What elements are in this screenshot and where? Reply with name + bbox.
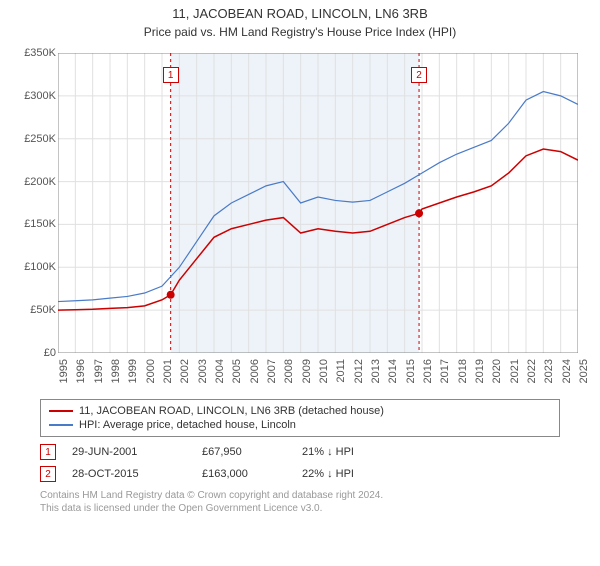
x-axis-label: 2025: [578, 359, 590, 383]
marker-table-row: 2 28-OCT-2015£163,00022% ↓ HPI: [40, 463, 560, 485]
x-axis-label: 2003: [197, 359, 209, 383]
legend-swatch: [49, 424, 73, 426]
x-axis-label: 2020: [491, 359, 503, 383]
x-axis-label: 2009: [301, 359, 313, 383]
x-axis-label: 1995: [58, 359, 70, 383]
marker-pct: 22% ↓ HPI: [302, 468, 392, 480]
x-axis-label: 2008: [283, 359, 295, 383]
footer-line1: Contains HM Land Registry data © Crown c…: [40, 489, 560, 502]
chart-marker-badge: 2: [411, 67, 427, 83]
marker-pct: 21% ↓ HPI: [302, 446, 392, 458]
page-title: 11, JACOBEAN ROAD, LINCOLN, LN6 3RB: [0, 6, 600, 21]
legend-label: 11, JACOBEAN ROAD, LINCOLN, LN6 3RB (det…: [79, 405, 384, 417]
marker-price: £67,950: [202, 446, 302, 458]
marker-date: 29-JUN-2001: [72, 446, 202, 458]
marker-price: £163,000: [202, 468, 302, 480]
x-axis-label: 2000: [145, 359, 157, 383]
x-axis-label: 2004: [214, 359, 226, 383]
x-axis-label: 2005: [231, 359, 243, 383]
x-axis-label: 2024: [561, 359, 573, 383]
x-axis-label: 2015: [405, 359, 417, 383]
y-axis-label: £50K: [6, 304, 56, 316]
y-axis-label: £350K: [6, 47, 56, 59]
x-axis-label: 2010: [318, 359, 330, 383]
legend-item: 11, JACOBEAN ROAD, LINCOLN, LN6 3RB (det…: [49, 404, 551, 418]
x-axis-label: 2022: [526, 359, 538, 383]
marker-date: 28-OCT-2015: [72, 468, 202, 480]
legend-swatch: [49, 410, 73, 412]
legend-label: HPI: Average price, detached house, Linc…: [79, 419, 296, 431]
chart-container: £0£50K£100K£150K£200K£250K£300K£350K1995…: [10, 43, 590, 393]
y-axis-label: £0: [6, 347, 56, 359]
x-axis-label: 2018: [457, 359, 469, 383]
y-axis-label: £100K: [6, 261, 56, 273]
marker-badge: 2: [40, 466, 56, 482]
x-axis-label: 2019: [474, 359, 486, 383]
x-axis-label: 2017: [439, 359, 451, 383]
chart-svg: [58, 53, 578, 353]
y-axis-label: £300K: [6, 90, 56, 102]
page-subtitle: Price paid vs. HM Land Registry's House …: [0, 25, 600, 39]
y-axis-label: £250K: [6, 133, 56, 145]
marker-table: 1 29-JUN-2001£67,95021% ↓ HPI 2 28-OCT-2015…: [40, 441, 560, 485]
x-axis-label: 2002: [179, 359, 191, 383]
x-axis-label: 2001: [162, 359, 174, 383]
x-axis-label: 1998: [110, 359, 122, 383]
x-axis-label: 1997: [93, 359, 105, 383]
x-axis-label: 2021: [509, 359, 521, 383]
marker-table-row: 1 29-JUN-2001£67,95021% ↓ HPI: [40, 441, 560, 463]
footer-line2: This data is licensed under the Open Gov…: [40, 502, 560, 515]
marker-badge: 1: [40, 444, 56, 460]
x-axis-label: 1996: [75, 359, 87, 383]
legend: 11, JACOBEAN ROAD, LINCOLN, LN6 3RB (det…: [40, 399, 560, 437]
y-axis-label: £200K: [6, 176, 56, 188]
x-axis-label: 2023: [543, 359, 555, 383]
x-axis-label: 2007: [266, 359, 278, 383]
x-axis-label: 2014: [387, 359, 399, 383]
chart-marker-badge: 1: [163, 67, 179, 83]
x-axis-label: 1999: [127, 359, 139, 383]
legend-item: HPI: Average price, detached house, Linc…: [49, 418, 551, 432]
footer-attribution: Contains HM Land Registry data © Crown c…: [40, 489, 560, 515]
y-axis-label: £150K: [6, 218, 56, 230]
x-axis-label: 2012: [353, 359, 365, 383]
x-axis-label: 2016: [422, 359, 434, 383]
x-axis-label: 2013: [370, 359, 382, 383]
x-axis-label: 2011: [335, 359, 347, 383]
x-axis-label: 2006: [249, 359, 261, 383]
